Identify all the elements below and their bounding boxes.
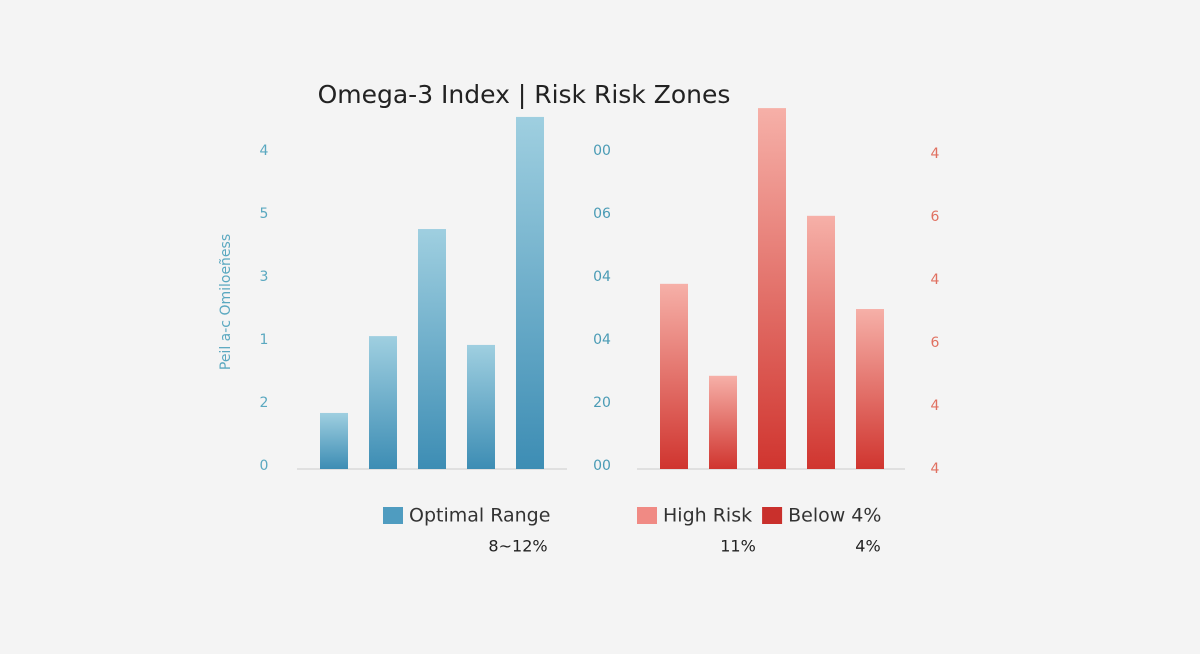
legend-note: 4% <box>855 537 880 556</box>
bar <box>709 375 737 469</box>
bar <box>467 344 495 469</box>
y-tick-label: 0 <box>260 458 269 474</box>
legend-note: 8~12% <box>488 537 547 556</box>
legend-label: High Risk <box>663 505 752 527</box>
y-tick-label: 06 <box>593 206 611 222</box>
y-tick-label: 2 <box>260 395 269 411</box>
y2-tick-label: 4 <box>931 398 940 414</box>
legend-note: 11% <box>720 537 756 556</box>
legend-label: Optimal Range <box>409 505 550 527</box>
legend-swatch <box>762 507 783 524</box>
y-tick-label: 1 <box>260 332 269 348</box>
y-tick-label: 5 <box>260 206 269 222</box>
legend-swatch <box>637 507 657 524</box>
y2-tick-label: 6 <box>931 335 940 351</box>
y-tick-label: 04 <box>593 269 611 285</box>
y-tick-label: 00 <box>593 458 611 474</box>
y2-tick-label: 4 <box>931 146 940 162</box>
legend-label: Below 4% <box>788 505 881 527</box>
bar <box>856 309 884 469</box>
y-tick-label: 4 <box>260 143 269 159</box>
y-tick-label: 00 <box>593 143 611 159</box>
y-axis-label: Peil a-c Omiloeñess <box>218 234 234 370</box>
bar <box>369 336 397 469</box>
y2-tick-label: 6 <box>931 209 940 225</box>
bar <box>807 215 835 469</box>
y-tick-label: 04 <box>593 332 611 348</box>
chart-title: Omega-3 Index | Risk Risk Zones <box>318 80 731 109</box>
y2-tick-label: 4 <box>931 461 940 477</box>
bar <box>758 108 786 469</box>
bar <box>660 283 688 469</box>
bar <box>516 116 544 469</box>
legend-swatch <box>383 507 403 524</box>
bar <box>320 412 348 469</box>
bar <box>418 229 446 469</box>
y-tick-label: 20 <box>593 395 611 411</box>
y-tick-label: 3 <box>260 269 269 285</box>
y2-tick-label: 4 <box>931 272 940 288</box>
